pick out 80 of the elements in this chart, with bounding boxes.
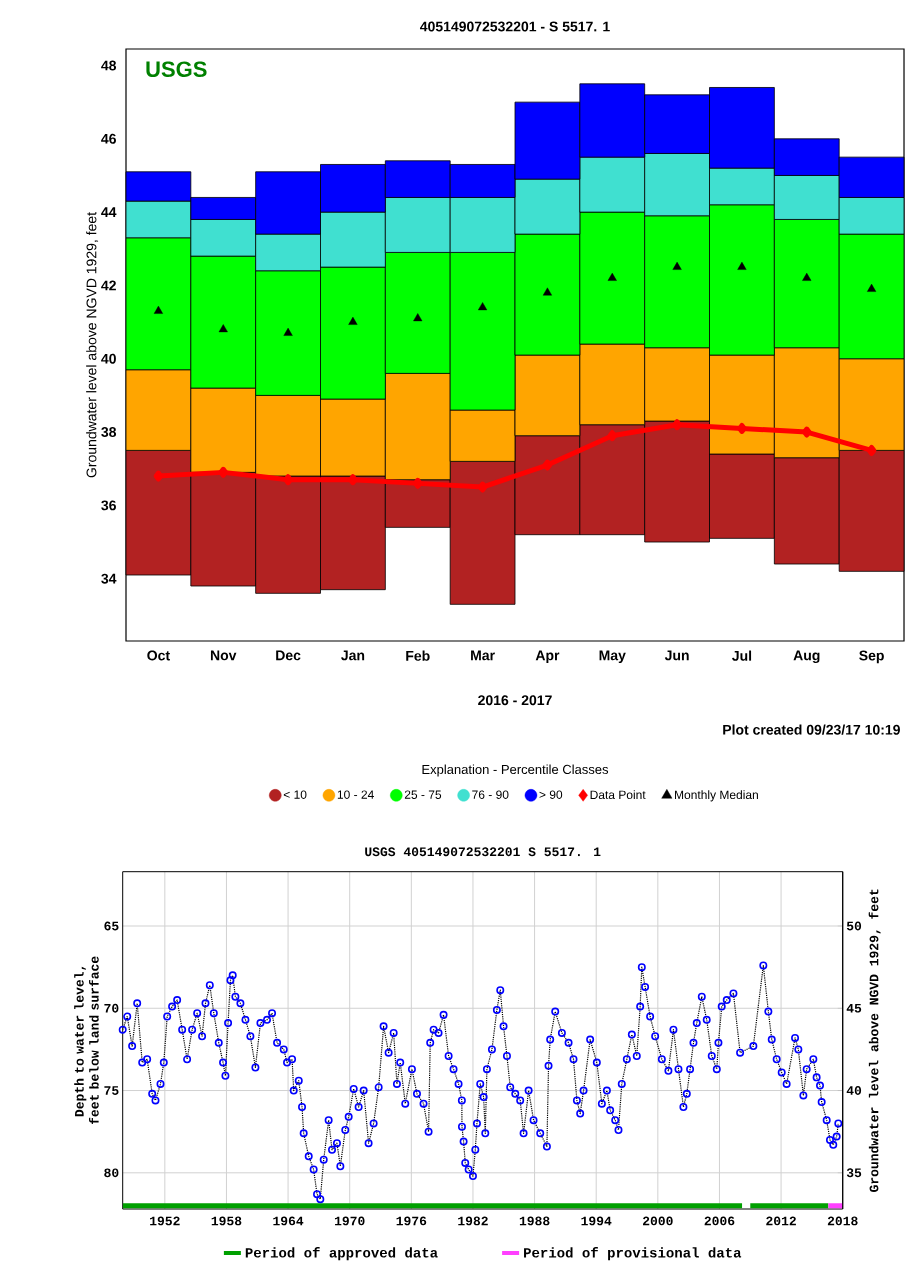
point (218, 466, 228, 478)
chart-title: USGS 405149072532201 S 5517. 1 (365, 847, 601, 857)
x-tick-label: 1982 (458, 1216, 488, 1226)
y2-tick-label: 40 (846, 1086, 862, 1095)
y-axis-title: Groundwater level above NGVD 1929, feet (86, 212, 99, 478)
y-tick-label: 44 (101, 207, 117, 217)
x-tick-label: 2006 (704, 1216, 735, 1226)
x-tick-label: Feb (406, 650, 430, 661)
y-tick-label: 75 (104, 1086, 119, 1095)
x-tick-label: May (599, 650, 626, 664)
point (607, 272, 617, 281)
x-tick-label: Mar (471, 650, 495, 661)
y-tick-label: 46 (101, 133, 116, 144)
x-tick-label: Jun (664, 650, 689, 661)
point (802, 426, 812, 438)
legend-label: Monthly Median (675, 790, 758, 802)
x-tick-label: 1976 (396, 1216, 427, 1226)
point (672, 419, 682, 431)
x-tick-label: Apr (535, 650, 560, 664)
x-tick-label: Jul (732, 650, 752, 661)
point (413, 477, 423, 489)
legend-label: 76 - 90 (472, 790, 509, 799)
point (218, 324, 228, 333)
y-tick-label: 48 (101, 60, 117, 71)
y2-tick-label: 35 (846, 1168, 862, 1178)
x-tick-label: Dec (276, 650, 301, 661)
legend-label: > 90 (539, 790, 563, 799)
point (283, 327, 293, 336)
y-tick-label: 40 (101, 353, 116, 364)
x-tick-label: Oct (147, 650, 170, 661)
point (737, 261, 747, 270)
point (413, 313, 423, 322)
point (867, 283, 877, 292)
x-tick-label: 1958 (211, 1216, 242, 1226)
y-tick-label: 70 (104, 1003, 119, 1013)
x-tick-label: 1964 (273, 1216, 304, 1226)
y-tick-label: 38 (101, 427, 117, 438)
x-tick-label: 2012 (766, 1216, 796, 1226)
chart-title: 405149072532201 - S 5517. 1 (419, 21, 610, 32)
y2-tick-label: 50 (846, 921, 862, 931)
x-tick-label: Sep (859, 650, 884, 664)
x-tick-label: 1952 (150, 1216, 180, 1226)
text: Plot created 09/23/17 10:19 (723, 724, 900, 735)
y-tick-label: 34 (101, 573, 117, 584)
legend-label: Period of provisional data (524, 1247, 742, 1261)
point (283, 474, 293, 486)
legend-label: 10 - 24 (337, 790, 374, 799)
point (348, 474, 358, 486)
legend-label: < 10 (283, 790, 307, 799)
annotation: USGS (146, 61, 207, 77)
y-tick-label: 80 (104, 1168, 119, 1178)
x-tick-label: Nov (210, 650, 237, 661)
x-tick-label: 1970 (334, 1216, 365, 1226)
point (542, 287, 552, 296)
x-tick-label: Jan (341, 650, 365, 661)
legend-label: Data Point (590, 790, 646, 800)
x-tick-label: 2018 (827, 1216, 858, 1226)
y2-tick-label: 45 (846, 1003, 862, 1013)
point (478, 302, 488, 311)
x-tick-label: 1988 (519, 1216, 550, 1226)
y-tick-label: 65 (104, 921, 119, 931)
point (542, 459, 553, 471)
y-tick-label: 36 (101, 500, 116, 511)
point (607, 430, 618, 442)
y-tick-label: 42 (101, 280, 116, 291)
x-axis-title: 2016 - 2017 (478, 695, 552, 706)
x-tick-label: Aug (793, 650, 820, 664)
point (348, 316, 358, 325)
point (802, 272, 812, 281)
y-axis-title: Depth to water level, feet below land surface (74, 956, 99, 1125)
x-tick-label: 2000 (643, 1216, 673, 1226)
point (737, 422, 747, 434)
legend-title: Explanation - Percentile Classes (422, 764, 609, 777)
y2-axis-title: Groundwater level above NGVD 1929, feet (868, 889, 881, 1192)
point (866, 444, 877, 456)
point (153, 305, 163, 314)
legend-label: 25 - 75 (404, 790, 442, 799)
x-tick-label: 1994 (581, 1216, 612, 1226)
legend-label: Period of approved data (245, 1247, 438, 1261)
point (672, 261, 682, 270)
